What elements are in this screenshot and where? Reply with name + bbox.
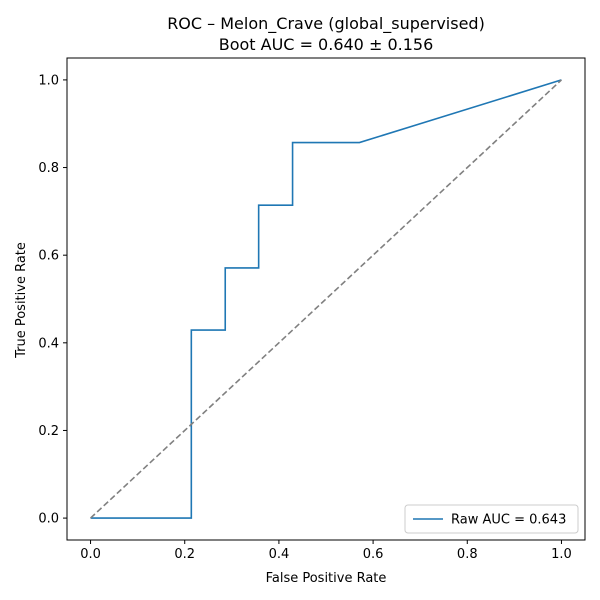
legend-label: Raw AUC = 0.643 xyxy=(451,513,566,528)
x-axis-label: False Positive Rate xyxy=(266,571,387,586)
y-tick-label: 0.6 xyxy=(38,249,59,264)
y-tick-label: 0.0 xyxy=(38,512,59,527)
y-axis-label: True Positive Rate xyxy=(14,242,29,359)
roc-curve-line xyxy=(90,79,562,519)
plot-area: 0.0 0.2 0.4 0.6 0.8 1.0 0.0 0.2 0.4 0.6 0.8 1.0 Raw … xyxy=(38,57,586,562)
y-tick-label: 1.0 xyxy=(38,73,59,88)
x-tick-label: 0.4 xyxy=(269,547,290,562)
x-tick-label: 0.0 xyxy=(80,547,101,562)
x-tick-label: 0.6 xyxy=(363,547,384,562)
plot-frame xyxy=(66,57,586,541)
legend-box xyxy=(404,504,579,534)
y-tick-label: 0.2 xyxy=(38,424,59,439)
chance-diagonal-line xyxy=(90,79,562,519)
y-tick-label: 0.4 xyxy=(38,336,59,351)
x-tick-label: 1.0 xyxy=(551,547,572,562)
chart-subtitle: Boot AUC = 0.640 ± 0.156 xyxy=(219,35,434,54)
chart-title: ROC – Melon_Crave (global_supervised) xyxy=(167,14,485,34)
x-tick-label: 0.8 xyxy=(457,547,478,562)
x-tick-label: 0.2 xyxy=(174,547,195,562)
y-tick-label: 0.8 xyxy=(38,161,59,176)
